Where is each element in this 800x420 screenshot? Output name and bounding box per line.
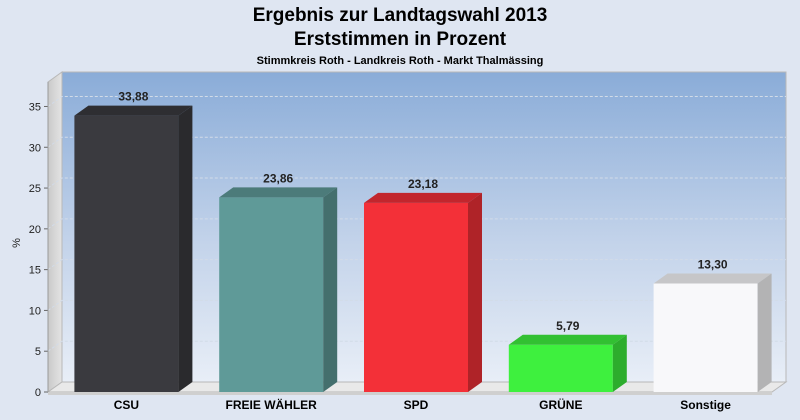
bar-side [757, 273, 772, 392]
bar-front [653, 283, 758, 392]
bar-value-label: 23,86 [263, 171, 293, 185]
x-tick-label: CSU [114, 398, 139, 412]
gridline [47, 299, 786, 311]
bar-spd [364, 192, 482, 392]
gridline [47, 340, 786, 352]
x-tick-label: GRÜNE [539, 397, 582, 412]
bar-top [653, 273, 772, 284]
y-tick-label: 15 [29, 265, 41, 277]
bar-side [323, 187, 338, 392]
bar-top [74, 105, 193, 116]
gridline [47, 218, 786, 230]
bar-value-label: 33,88 [118, 90, 148, 104]
bar-top [219, 187, 338, 198]
bar-side [468, 192, 482, 392]
y-tick-label: 20 [29, 224, 41, 236]
bar-value-label: 5,79 [556, 319, 580, 333]
y-tick-label: 5 [35, 346, 41, 358]
chart-title: Ergebnis zur Landtagswahl 2013 [252, 5, 548, 26]
bar-top [508, 334, 627, 345]
gridline [47, 177, 786, 189]
y-axis-label: % [11, 238, 23, 248]
y-tick-label: 10 [29, 305, 41, 317]
bar-front [508, 344, 613, 392]
y-tick-label: 25 [29, 183, 41, 195]
bar-front [219, 197, 324, 392]
bar-value-label: 13,30 [698, 258, 728, 272]
bar-front [364, 202, 468, 392]
plot-floor-edge [48, 392, 772, 395]
y-tick-label: 35 [29, 101, 41, 113]
bar-csu [74, 105, 193, 392]
x-tick-label: SPD [404, 398, 429, 412]
bar-side [178, 105, 193, 392]
chart-title-line2: Erststimmen in Prozent [293, 29, 507, 50]
bar-side [612, 334, 627, 392]
bar-sonstige [653, 273, 772, 392]
bar-grüne [508, 334, 627, 392]
x-tick-label: Sonstige [680, 398, 731, 412]
bar-freie-wähler [219, 187, 338, 392]
bar-front [74, 115, 179, 392]
gridline [47, 136, 786, 148]
y-tick-label: 30 [29, 142, 41, 154]
plot-side-wall [47, 71, 63, 393]
x-tick-label: FREIE WÄHLER [226, 397, 318, 412]
gridline [47, 95, 786, 107]
bar-top [364, 192, 482, 203]
y-tick-label: 0 [35, 387, 41, 399]
bar-value-label: 23,18 [408, 177, 438, 191]
chart-subtitle: Stimmkreis Roth - Landkreis Roth - Markt… [256, 55, 544, 67]
gridline [47, 259, 786, 271]
